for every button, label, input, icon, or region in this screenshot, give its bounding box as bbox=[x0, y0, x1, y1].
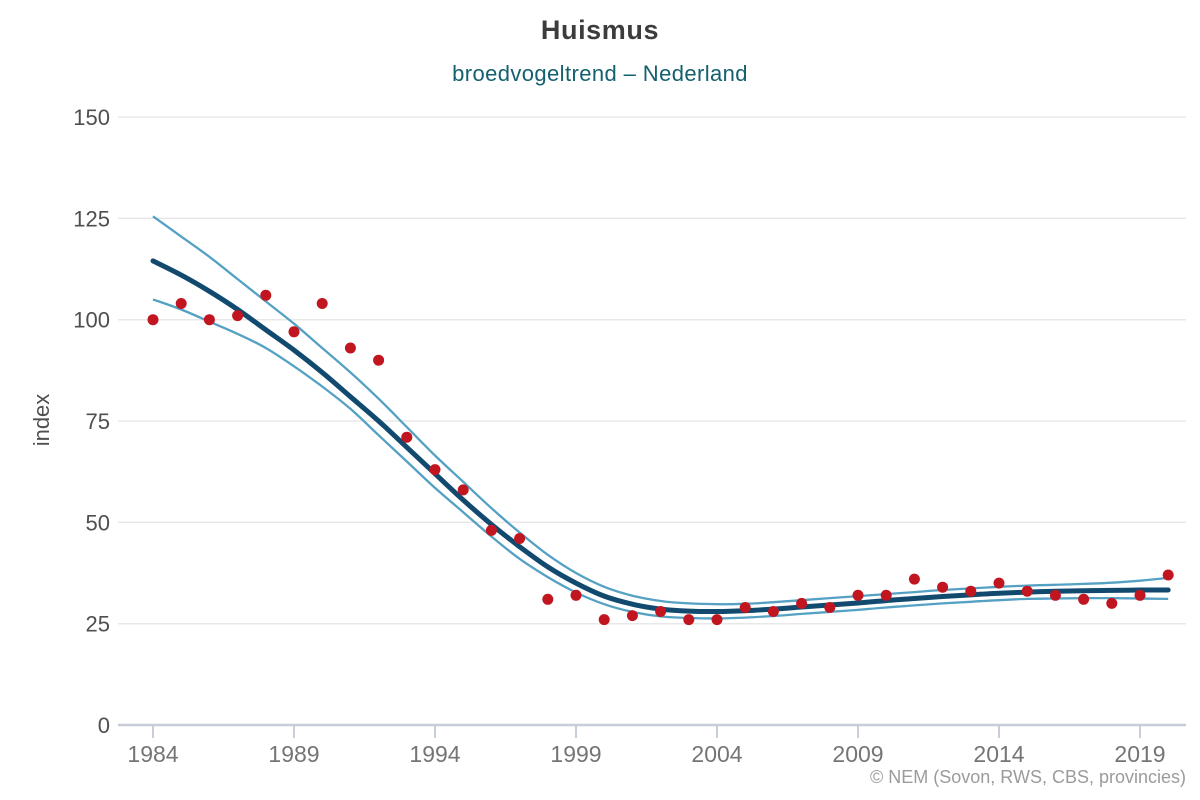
y-axis-title: index bbox=[29, 393, 54, 447]
data-point-1992 bbox=[373, 354, 385, 366]
data-point-2008 bbox=[824, 602, 836, 613]
data-point-1990 bbox=[316, 298, 328, 309]
data-point-1987 bbox=[232, 310, 244, 322]
chart-subtitle: broedvogeltrend – Nederland bbox=[452, 61, 748, 86]
data-point-2002 bbox=[655, 606, 667, 617]
data-point-1989 bbox=[288, 326, 300, 338]
data-point-1984 bbox=[147, 314, 159, 326]
data-point-2012 bbox=[937, 581, 949, 593]
data-point-1998 bbox=[542, 593, 554, 605]
y-tick-label-150: 150 bbox=[73, 105, 110, 130]
data-point-1985 bbox=[175, 298, 187, 309]
attribution: © NEM (Sovon, RWS, CBS, provincies) bbox=[869, 767, 1186, 787]
data-point-1995 bbox=[457, 484, 469, 496]
data-point-2015 bbox=[1021, 585, 1033, 597]
y-tick-label-50: 50 bbox=[86, 510, 110, 535]
x-tick-label-1989: 1989 bbox=[268, 741, 319, 767]
data-point-1986 bbox=[203, 314, 215, 326]
data-point-1997 bbox=[514, 533, 526, 544]
data-point-2003 bbox=[683, 614, 695, 626]
x-tick-label-1984: 1984 bbox=[127, 741, 178, 767]
data-point-2000 bbox=[598, 614, 610, 626]
data-point-1993 bbox=[401, 431, 413, 443]
chart-title: Huismus bbox=[540, 15, 660, 45]
data-point-2005 bbox=[739, 602, 751, 613]
y-tick-label-75: 75 bbox=[86, 409, 110, 434]
x-tick-label-2019: 2019 bbox=[1114, 741, 1165, 767]
x-tick-label-1999: 1999 bbox=[550, 741, 601, 767]
y-tick-label-125: 125 bbox=[73, 206, 110, 231]
data-point-2011 bbox=[908, 573, 920, 585]
data-point-2004 bbox=[711, 614, 723, 626]
data-point-1999 bbox=[570, 589, 582, 601]
trend-line bbox=[150, 258, 1171, 615]
data-point-1994 bbox=[429, 464, 441, 476]
y-tick-label-0: 0 bbox=[98, 713, 110, 738]
data-point-2010 bbox=[880, 589, 892, 601]
data-point-1991 bbox=[344, 342, 356, 354]
x-tick-label-1994: 1994 bbox=[409, 741, 460, 767]
data-point-2017 bbox=[1078, 593, 1090, 605]
data-point-2006 bbox=[767, 606, 779, 617]
data-point-2020 bbox=[1162, 569, 1174, 581]
x-tick-label-2004: 2004 bbox=[691, 741, 742, 767]
data-point-2018 bbox=[1106, 597, 1118, 609]
data-point-2013 bbox=[965, 585, 977, 597]
data-point-2007 bbox=[796, 597, 808, 609]
x-tick-label-2014: 2014 bbox=[973, 741, 1024, 767]
ci-lower-line bbox=[152, 298, 1169, 620]
data-point-2001 bbox=[626, 610, 638, 622]
data-point-1996 bbox=[485, 524, 497, 536]
y-tick-label-100: 100 bbox=[73, 308, 110, 333]
data-point-2019 bbox=[1134, 589, 1146, 601]
data-point-2014 bbox=[993, 577, 1005, 589]
data-point-2016 bbox=[1049, 589, 1061, 601]
y-tick-label-25: 25 bbox=[86, 612, 110, 637]
data-point-2009 bbox=[852, 589, 864, 601]
ci-upper-line bbox=[152, 215, 1169, 606]
x-tick-label-2009: 2009 bbox=[832, 741, 883, 767]
data-point-1988 bbox=[260, 289, 272, 301]
